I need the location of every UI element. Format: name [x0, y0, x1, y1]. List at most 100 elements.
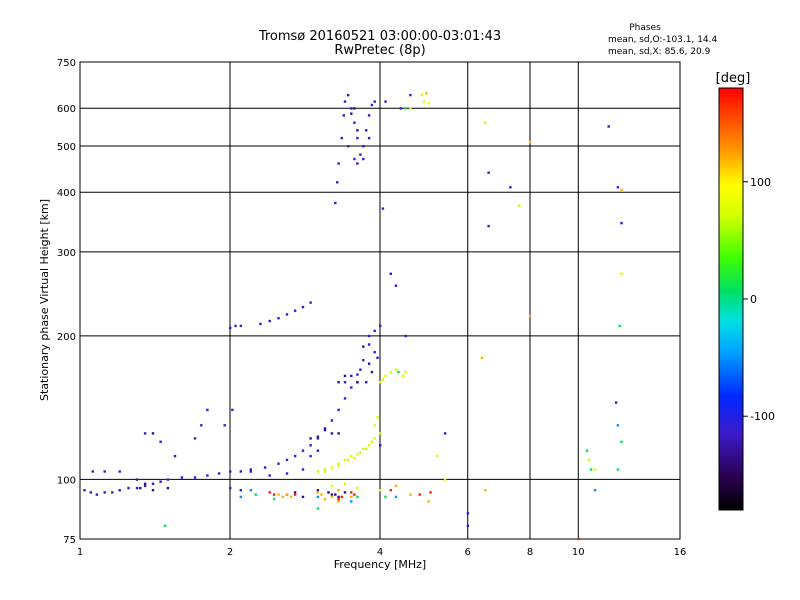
- data-point: [285, 313, 289, 316]
- data-point: [316, 435, 320, 438]
- data-point: [618, 324, 621, 328]
- data-point: [409, 493, 412, 496]
- data-point: [347, 458, 350, 462]
- data-point: [249, 489, 252, 492]
- data-point: [353, 157, 356, 161]
- x-tick-label: 10: [572, 547, 585, 558]
- data-point: [362, 359, 365, 362]
- data-point: [289, 495, 293, 499]
- data-point: [337, 500, 340, 503]
- data-point: [111, 491, 114, 494]
- data-point: [587, 458, 591, 462]
- data-point: [353, 107, 356, 110]
- data-point: [353, 121, 356, 124]
- data-point: [268, 474, 271, 477]
- data-point: [616, 468, 620, 471]
- data-point: [466, 524, 470, 527]
- x-axis-ticks: 1 2 4 6 8 10 16: [77, 547, 687, 558]
- data-point: [359, 368, 362, 371]
- data-point: [249, 470, 252, 473]
- data-point: [277, 317, 280, 320]
- data-point: [350, 374, 353, 378]
- data-point: [343, 491, 347, 494]
- data-point: [350, 500, 353, 503]
- data-point: [323, 497, 327, 501]
- data-point: [337, 408, 340, 412]
- data-point: [316, 470, 320, 473]
- x-tick-label: 16: [674, 547, 687, 558]
- data-point: [427, 500, 430, 503]
- data-point: [350, 112, 353, 115]
- colorbar-label: [deg]: [716, 71, 751, 86]
- data-point: [143, 482, 147, 485]
- data-point: [139, 486, 142, 490]
- data-point: [353, 493, 356, 496]
- y-tick-label: 500: [57, 142, 76, 153]
- data-point: [316, 449, 320, 452]
- data-point: [509, 186, 512, 189]
- data-point: [370, 370, 374, 374]
- data-point: [268, 491, 271, 494]
- data-point: [254, 493, 257, 496]
- data-point: [389, 489, 392, 492]
- data-point: [327, 491, 330, 494]
- data-point: [337, 497, 340, 501]
- x-tick-label: 4: [377, 547, 383, 558]
- data-point: [365, 447, 368, 451]
- data-point: [373, 329, 376, 333]
- data-point: [394, 495, 398, 499]
- data-point: [350, 491, 353, 494]
- data-point: [118, 489, 121, 492]
- colorbar-tick-label: -100: [750, 410, 775, 423]
- data-point: [422, 100, 426, 103]
- data-point: [343, 397, 347, 400]
- data-point: [381, 378, 385, 381]
- y-tick-label: 75: [63, 535, 76, 546]
- data-point: [394, 484, 398, 488]
- data-point: [229, 470, 232, 473]
- data-point: [376, 416, 379, 419]
- data-point: [409, 93, 412, 97]
- data-point: [83, 489, 86, 492]
- y-axis-label: Stationary phase Virtual Height [km]: [38, 199, 51, 401]
- data-point: [373, 100, 376, 103]
- data-point: [301, 449, 305, 452]
- data-point: [517, 204, 521, 207]
- data-point: [159, 440, 162, 443]
- data-point: [370, 440, 374, 443]
- data-point: [585, 449, 589, 452]
- data-point: [529, 140, 532, 144]
- data-point: [394, 284, 398, 287]
- data-point: [384, 495, 387, 499]
- data-point: [484, 121, 487, 124]
- phases-o-stats: mean, sd,O:-103.1, 14.4: [608, 35, 718, 45]
- data-point: [593, 468, 597, 471]
- data-point: [350, 386, 353, 389]
- data-point: [365, 381, 368, 384]
- x-tick-label: 6: [465, 547, 471, 558]
- data-point: [367, 114, 371, 117]
- data-point: [616, 186, 620, 189]
- data-point: [487, 224, 490, 228]
- data-point: [301, 305, 305, 309]
- data-point: [342, 114, 345, 117]
- data-point: [620, 440, 623, 443]
- y-tick-label: 750: [57, 58, 76, 69]
- data-point: [404, 334, 407, 338]
- data-point: [367, 343, 371, 346]
- data-point: [384, 100, 387, 103]
- colorbar-ticks: 100 0 -100: [743, 176, 775, 423]
- data-point: [379, 444, 382, 447]
- data-point: [343, 381, 347, 384]
- data-point: [389, 370, 392, 374]
- data-point: [350, 495, 353, 499]
- data-point: [143, 484, 147, 488]
- data-point: [301, 495, 305, 499]
- data-point: [484, 489, 487, 492]
- data-point: [394, 368, 398, 371]
- data-point: [379, 489, 382, 492]
- data-point: [239, 489, 242, 492]
- data-point: [362, 345, 365, 348]
- data-point: [336, 181, 339, 184]
- data-point: [330, 432, 334, 435]
